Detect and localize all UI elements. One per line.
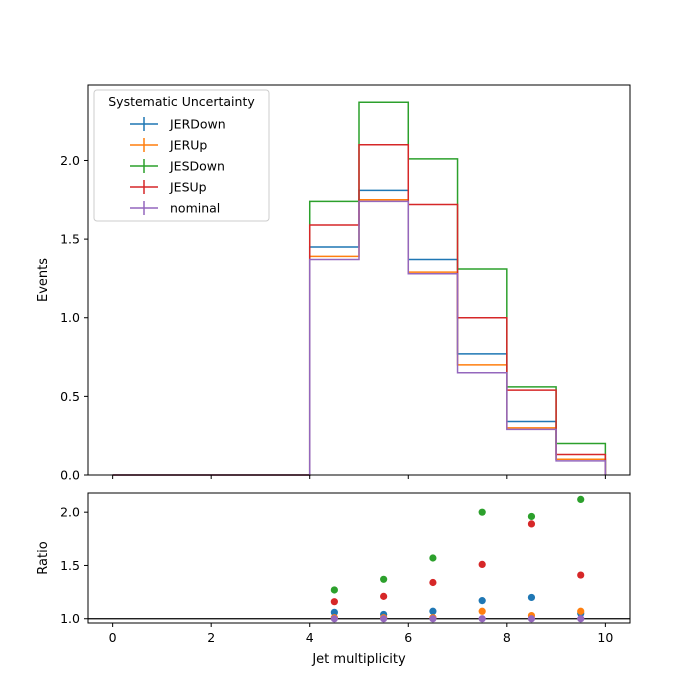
ratio-point-JERDown-0 [330,608,338,616]
ratio-point-nominal-0 [330,615,338,623]
ratio-series-JESUp [330,520,585,606]
ratio-y-tick-label-0: 1.0 [60,611,80,626]
ratio-point-JESUp-4 [527,520,536,528]
ratio-point-JESDown-5 [577,495,585,503]
legend: Systematic Uncertainty JERDown JERUp JESDow… [93,89,270,222]
ratio-point-JESUp-5 [577,571,585,579]
main-y-tick-label-1: 0.5 [60,389,80,404]
ratio-series-nominal [330,615,585,623]
legend-label-JERDown: JERDown [169,117,226,132]
legend-title: Systematic Uncertainty [108,94,255,109]
ratio-point-JERUp-3 [478,607,486,615]
legend-box [93,89,270,222]
ratio-y-tick-label-1: 1.5 [60,558,80,573]
ratio-x-tick-label-5: 10 [597,630,613,645]
ratio-point-nominal-1 [380,615,388,623]
legend-label-JESUp: JESUp [169,180,207,195]
main-plot: 0.0 0.5 1.0 1.5 2.0 Events Systematic Uncertai… [36,84,631,483]
ratio-y-tick-label-2: 2.0 [60,505,80,520]
ratio-series-JESDown [330,495,585,594]
legend-label-nominal: nominal [170,201,220,216]
ratio-axes-frame [87,492,631,624]
ratio-point-JESUp-2 [429,578,437,587]
main-y-axis-label: Events [36,258,51,302]
ratio-point-JERDown-2 [429,607,437,615]
ratio-point-JERDown-3 [478,597,486,605]
ratio-point-JESDown-2 [429,554,437,562]
main-y-tick-label-0: 0.0 [60,468,80,483]
ratio-point-JESDown-4 [527,512,536,521]
ratio-point-JESDown-3 [478,508,486,516]
legend-label-JERUp: JERUp [169,138,207,153]
ratio-x-tick-label-0: 0 [109,630,117,645]
ratio-point-nominal-5 [577,615,585,623]
ratio-point-JESUp-1 [380,592,388,600]
ratio-y-axis-label: Ratio [36,541,51,574]
ratio-point-nominal-3 [478,615,486,623]
main-y-tick-label-2: 1.0 [60,310,80,325]
ratio-point-nominal-2 [429,615,437,623]
ratio-x-tick-label-2: 4 [306,630,314,645]
main-y-tick-label-4: 2.0 [60,153,80,168]
ratio-x-axis-label: Jet multiplicity [311,652,406,667]
ratio-x-tick-label-1: 2 [207,630,215,645]
ratio-point-JERDown-4 [527,593,536,602]
ratio-point-JESUp-3 [478,560,486,568]
ratio-x-tick-label-3: 6 [404,630,412,645]
ratio-point-JERUp-5 [577,607,585,615]
main-axes-frame [87,84,631,476]
ratio-x-tick-label-4: 8 [503,630,511,645]
ratio-point-nominal-4 [527,615,536,623]
ratio-plot: 0 2 4 6 8 10 1.0 1.5 2.0 Jet multiplicity Ratio [36,492,631,667]
legend-label-JESDown: JESDown [169,159,225,174]
main-y-tick-label-3: 1.5 [60,232,80,247]
ratio-point-JESDown-1 [380,575,388,583]
ratio-point-JESUp-0 [330,598,338,606]
ratio-point-JESDown-0 [330,586,338,594]
